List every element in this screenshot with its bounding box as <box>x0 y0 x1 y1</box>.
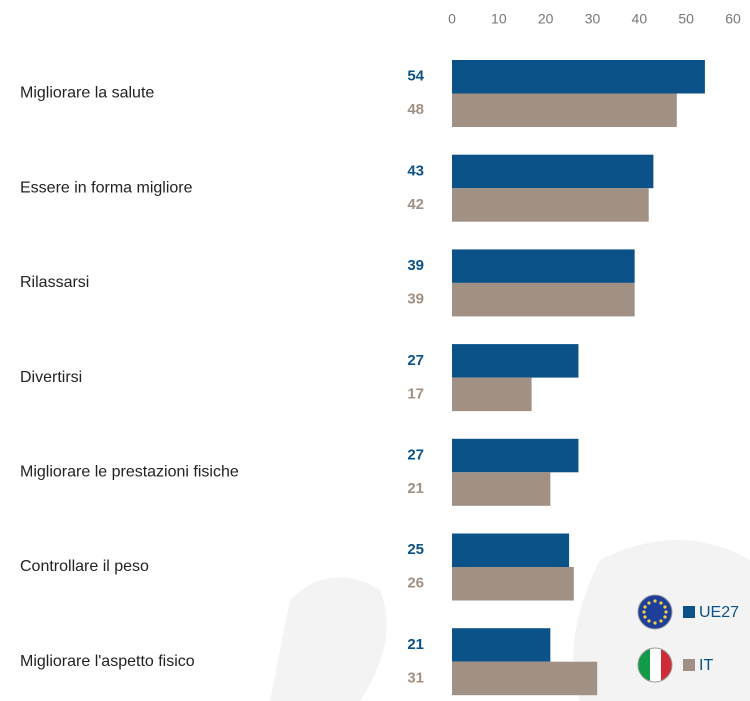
bar <box>452 661 598 696</box>
value-label: 21 <box>407 636 424 653</box>
category-label: Essere in forma migliore <box>20 179 193 196</box>
category-label: Rilassarsi <box>20 274 89 291</box>
value-label: 26 <box>407 575 424 592</box>
value-label: 54 <box>407 68 424 85</box>
category-label: Controllare il peso <box>20 558 149 575</box>
x-tick-label: 40 <box>632 11 648 27</box>
value-label: 42 <box>407 196 424 213</box>
x-tick-label: 20 <box>538 11 554 27</box>
bar <box>452 567 574 601</box>
bar <box>452 282 635 317</box>
bar <box>452 60 705 94</box>
x-tick-label: 10 <box>491 11 507 27</box>
x-tick-label: 50 <box>678 11 694 27</box>
value-label: 25 <box>407 541 424 558</box>
bar <box>452 188 649 222</box>
x-tick-label: 60 <box>725 11 741 27</box>
category-label: Migliorare la salute <box>20 85 154 102</box>
category-label: Migliorare l'aspetto fisico <box>20 653 195 670</box>
bar <box>452 377 532 412</box>
it-flag <box>637 647 673 683</box>
bar <box>452 249 635 283</box>
value-label: 31 <box>407 669 424 686</box>
value-label: 27 <box>407 352 424 369</box>
bar <box>452 344 579 378</box>
bar <box>452 533 570 567</box>
legend-swatch <box>683 606 695 618</box>
bar <box>452 472 551 506</box>
category-label: Migliorare le prestazioni fisiche <box>20 464 239 481</box>
eu-flag <box>637 594 673 630</box>
bar <box>452 93 677 127</box>
x-tick-label: 30 <box>585 11 601 27</box>
value-label: 48 <box>407 101 424 118</box>
category-label: Divertirsi <box>20 369 82 386</box>
legend-swatch <box>683 659 695 671</box>
value-label: 27 <box>407 447 424 464</box>
value-label: 39 <box>407 257 424 274</box>
value-label: 21 <box>407 480 424 497</box>
legend-label: UE27 <box>699 604 739 621</box>
bar <box>452 438 579 473</box>
value-label: 43 <box>407 162 424 179</box>
value-label: 17 <box>407 385 424 402</box>
x-tick-label: 0 <box>448 11 456 27</box>
bar <box>452 154 654 189</box>
value-label: 39 <box>407 291 424 308</box>
legend-label: IT <box>699 657 713 674</box>
bar <box>452 628 551 662</box>
